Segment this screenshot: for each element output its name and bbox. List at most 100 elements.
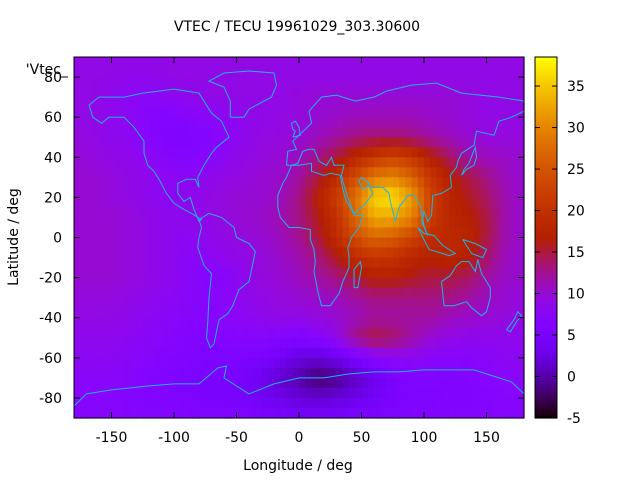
heatmap-cell [399,397,406,409]
heatmap-cell [161,377,169,389]
heatmap-cell [255,407,263,419]
colorbar-segment [535,331,557,335]
heatmap-cell [136,297,144,309]
heatmap-cell [511,97,519,108]
heatmap-cell [161,397,169,409]
heatmap-cell [74,247,81,259]
heatmap-cell [399,127,406,138]
heatmap-cell [236,207,244,219]
heatmap-cell [449,367,456,379]
heatmap-cell [249,407,256,419]
heatmap-cell [211,97,219,108]
heatmap-cell [274,167,281,178]
heatmap-cell [217,137,225,148]
heatmap-cell [380,307,388,319]
heatmap-cell [167,307,175,319]
heatmap-cell [124,177,131,188]
heatmap-cell [361,67,369,78]
heatmap-cell [392,167,400,178]
heatmap-cell [142,137,150,148]
heatmap-cell [499,297,506,309]
heatmap-cell [461,167,469,178]
heatmap-cell [505,247,513,259]
heatmap-cell [349,137,356,148]
heatmap-cell [99,127,106,138]
heatmap-cell [392,277,400,289]
heatmap-cell [442,357,450,369]
heatmap-cell [511,377,519,389]
heatmap-cell [461,397,469,409]
heatmap-cell [99,357,106,369]
heatmap-cell [380,357,388,369]
heatmap-cell [117,117,125,128]
heatmap-cell [99,57,106,68]
heatmap-cell [517,287,525,299]
heatmap-cell [267,397,275,409]
heatmap-cell [292,137,300,148]
heatmap-cell [480,257,488,269]
colorbar-segment [535,107,557,110]
heatmap-cell [499,357,506,369]
heatmap-cell [442,307,450,319]
heatmap-cell [361,117,369,128]
heatmap-cell [205,87,213,98]
heatmap-cell [236,167,244,178]
heatmap-cell [124,147,131,158]
colorbar-segment [535,245,557,249]
heatmap-cell [511,277,519,289]
heatmap-cell [186,187,194,198]
heatmap-cell [424,407,431,419]
heatmap-cell [499,257,506,269]
heatmap-cell [205,97,213,108]
heatmap-cell [330,127,338,138]
heatmap-cell [311,97,319,108]
heatmap-cell [186,57,194,68]
heatmap-cell [236,387,244,399]
heatmap-cell [224,377,231,389]
heatmap-cell [405,317,413,329]
heatmap-cell [349,127,356,138]
heatmap-cell [142,237,150,249]
heatmap-cell [117,367,125,379]
heatmap-cell [417,57,425,68]
heatmap-cell [211,257,219,269]
heatmap-cell [274,407,281,419]
heatmap-cell [467,407,475,419]
heatmap-cell [417,347,425,359]
heatmap-cell [374,397,381,409]
heatmap-cell [330,97,338,108]
heatmap-cell [174,367,181,379]
heatmap-cell [261,107,269,118]
heatmap-cell [342,377,350,389]
heatmap-cell [330,317,338,329]
heatmap-cell [486,107,494,118]
heatmap-cell [386,107,394,118]
heatmap-cell [405,97,413,108]
heatmap-cell [411,97,419,108]
heatmap-cell [199,337,206,349]
heatmap-cell [317,107,325,118]
heatmap-cell [205,377,213,389]
colorbar-segment [535,59,557,62]
heatmap-cell [380,347,388,359]
heatmap-cell [286,207,294,219]
heatmap-cell [236,67,244,78]
heatmap-cell [299,287,306,299]
heatmap-cell [117,237,125,249]
colorbar-segment [535,319,557,323]
heatmap-cell [255,157,263,168]
heatmap-cell [230,327,238,339]
heatmap-cell [424,317,431,329]
heatmap-cell [336,257,344,269]
heatmap-cell [311,77,319,88]
heatmap-cell [224,197,231,209]
x-tick-label: 0 [295,430,304,446]
heatmap-cell [92,287,100,299]
heatmap-cell [324,357,331,369]
heatmap-cell [336,177,344,188]
heatmap-cell [80,407,88,419]
colorbar-segment [535,263,557,267]
heatmap-cell [330,397,338,409]
heatmap-cell [355,287,363,299]
heatmap-cell [180,287,188,299]
